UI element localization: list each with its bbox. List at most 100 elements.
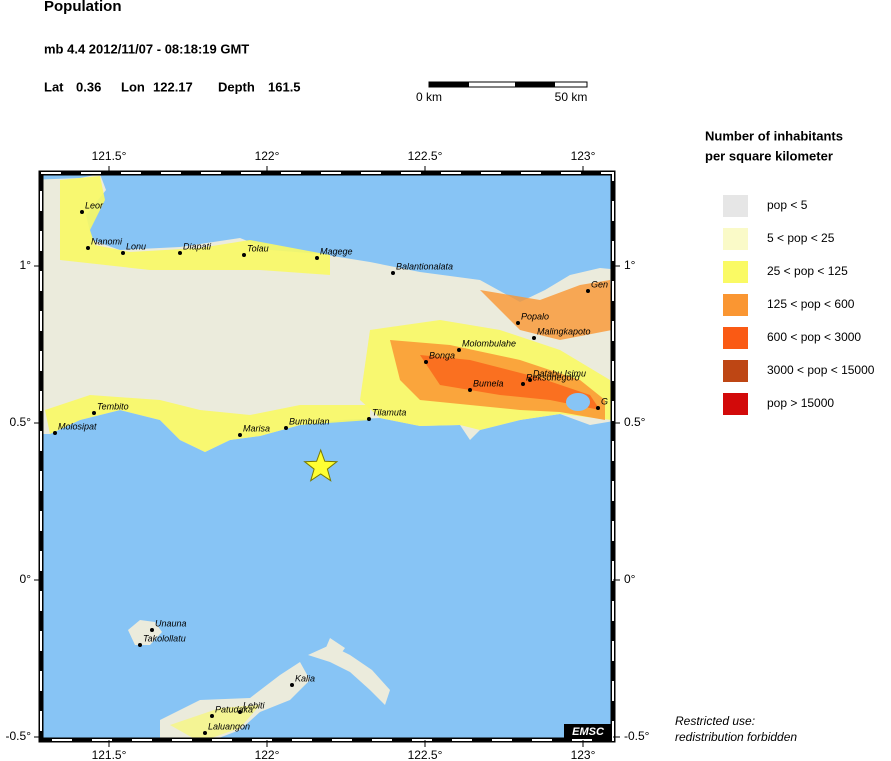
place-label: Tolau [247,243,269,253]
place-label: Kalia [295,673,315,683]
epicenter-star [303,448,339,482]
place-dot [586,289,590,293]
place-label: Molosipat [58,421,97,431]
location-value: 0.36 [76,79,101,94]
legend-label: 5 < pop < 25 [767,231,835,245]
location-label: Lon [121,79,145,94]
populated-area [45,395,370,452]
place-dot [391,271,395,275]
place-dot [424,360,428,364]
legend-swatch [723,195,748,217]
notice: redistribution forbidden [675,730,797,744]
legend-swatch [723,327,748,349]
lake [566,393,590,411]
place-label: Gen [591,279,608,289]
place-dot [238,433,242,437]
lon-label: 123° [571,149,596,163]
lon-label: 121.5° [92,748,127,761]
place-label: Marisa [243,423,270,433]
place-label: Tilamuta [372,407,406,417]
lat-label: 1° [624,258,636,272]
legend-label: pop > 15000 [767,396,834,410]
place-dot [457,348,461,352]
legend-label: 25 < pop < 125 [767,264,848,278]
populated-area [480,280,612,340]
lat-label: 1° [20,258,32,272]
place-label: Bonga [429,350,455,360]
place-dot [516,321,520,325]
place-dot [86,246,90,250]
lon-label: 121.5° [92,149,127,163]
legend-title: per square kilometer [705,148,833,163]
place-dot [150,628,154,632]
place-label: Takolollatu [143,633,186,643]
island [308,645,390,705]
populated-area [420,355,600,410]
scale-bar-segment [515,82,555,87]
scale-end: 50 km [555,90,588,104]
populated-area [60,176,330,275]
legend-swatch [723,228,748,250]
place-label: Databu Isimu [533,368,586,378]
axes: 121.5° 121.5° 122° 122° 122.5° 122.5° 123° 123°… [6,149,650,761]
lat-label: 0° [624,572,636,586]
place-dot [80,210,84,214]
place-label: Reksonegoro [526,372,580,382]
place-dot [121,251,125,255]
lon-label: 123° [571,748,596,761]
lon-label: 122.5° [408,149,443,163]
legend-swatch [723,294,748,316]
place-label: Laluangon [208,721,250,731]
place-label: Lonu [126,241,146,251]
place-dot [468,388,472,392]
place-label: Popalo [521,311,549,321]
location-value: 161.5 [268,79,301,94]
island [325,638,345,655]
place-label: Patudaka [215,704,253,714]
place-label: Balantionalata [396,261,453,271]
place-dot [532,336,536,340]
scale-start: 0 km [416,90,442,104]
lat-label: 0.5° [624,415,646,429]
scale-bar-segment [429,82,469,87]
notice: Restricted use: [675,714,755,728]
lat-label: 0° [20,572,32,586]
map: Leor Nanomi Lonu Diapati Tolau Magege Balantio… [41,173,613,740]
legend-label: pop < 5 [767,198,808,212]
place-dot [284,426,288,430]
scale-bar: 0 km 50 km [416,81,588,104]
place-label: Molombulahe [462,338,516,348]
place-dot [290,683,294,687]
place-label: Bumela [473,378,504,388]
place-label: Malingkapoto [537,326,591,336]
place-dot [315,256,319,260]
place-dot [138,643,142,647]
place-dot [203,731,207,735]
place-dot [92,411,96,415]
location-label: Lat [44,79,64,94]
place-dot [238,710,242,714]
place-dot [178,251,182,255]
place-label: Bumbulan [289,416,330,426]
place-label: Tembito [97,401,129,411]
place-label: Lebiti [243,700,266,710]
place-dot [367,417,371,421]
place-dot [596,406,600,410]
credit-box [564,724,612,739]
legend-swatch [723,360,748,382]
lon-label: 122° [255,748,280,761]
lat-label: 0.5° [10,415,32,429]
place-dot [528,378,532,382]
legend-label: 125 < pop < 600 [767,297,855,311]
place-label: Unauna [155,618,187,628]
epicenter [303,448,339,482]
legend-title: Number of inhabitants [705,128,843,143]
place-label: Leor [85,200,104,210]
island [128,620,162,645]
frame-checker [40,172,614,741]
place-dot [242,253,246,257]
place-dot [521,382,525,386]
legend-label: 3000 < pop < 15000 [767,363,875,377]
island [170,705,260,740]
legend: pop < 5 5 < pop < 25 25 < pop < 125 125 < p… [723,195,875,415]
